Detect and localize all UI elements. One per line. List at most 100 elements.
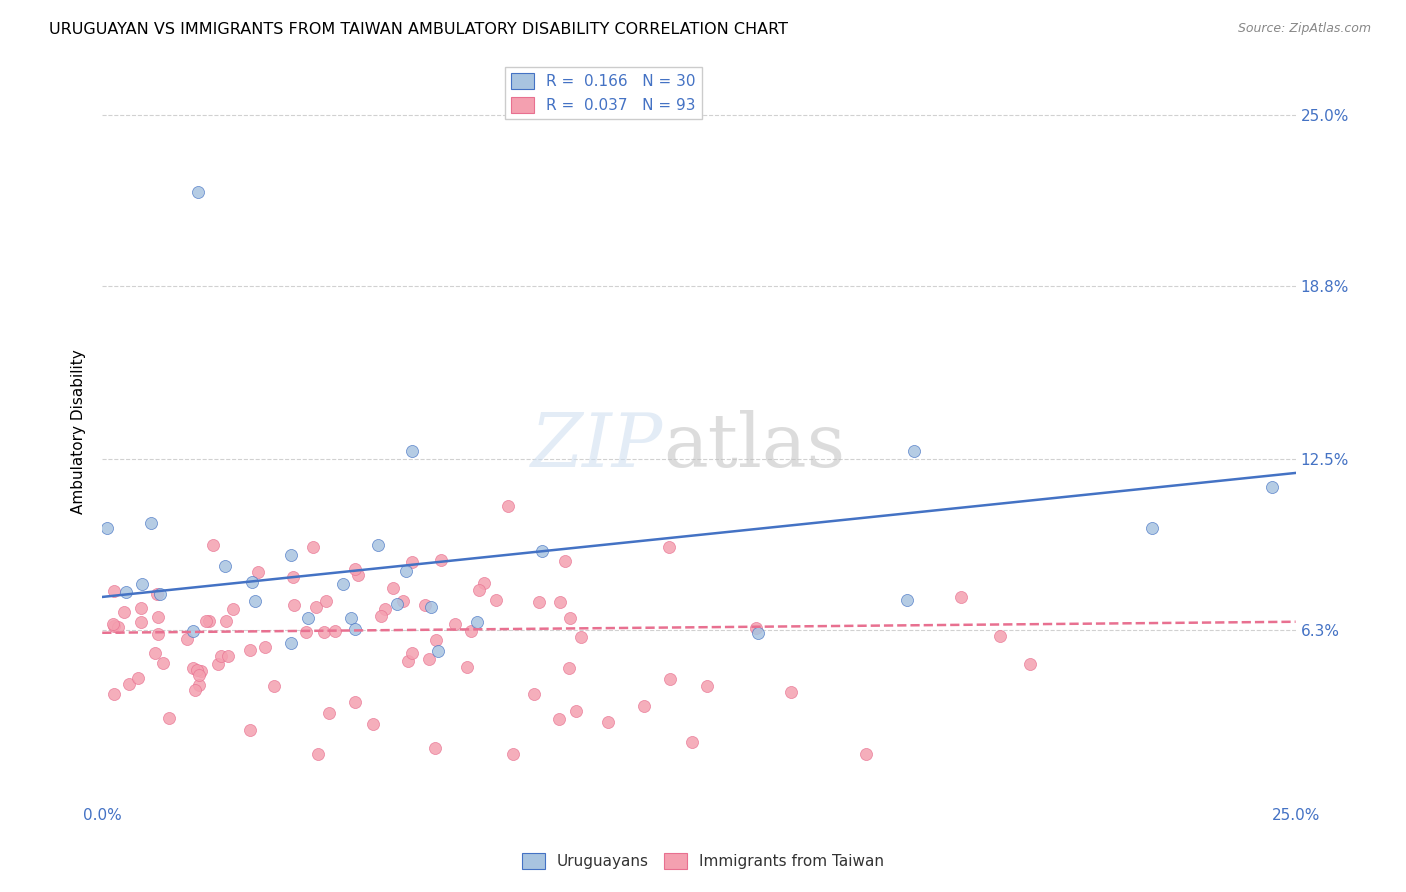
Point — [149, 587, 172, 601]
Point — [305, 600, 328, 615]
Point — [565, 704, 588, 718]
Point — [396, 654, 419, 668]
Point — [115, 584, 138, 599]
Point — [423, 740, 446, 755]
Point — [523, 687, 546, 701]
Point — [696, 679, 718, 693]
Point — [855, 747, 877, 761]
Point — [283, 599, 305, 613]
Point — [343, 622, 366, 636]
Point — [344, 561, 367, 575]
Point — [131, 577, 153, 591]
Text: atlas: atlas — [664, 410, 845, 483]
Point — [143, 647, 166, 661]
Point — [745, 621, 768, 635]
Point — [139, 516, 162, 531]
Point — [294, 625, 316, 640]
Point — [1260, 480, 1282, 494]
Point — [413, 598, 436, 612]
Point — [103, 617, 125, 632]
Point — [323, 624, 346, 638]
Point — [222, 602, 245, 616]
Point — [297, 611, 319, 625]
Point — [467, 615, 489, 629]
Point — [988, 629, 1011, 643]
Point — [472, 575, 495, 590]
Point — [496, 499, 519, 513]
Point — [430, 552, 453, 566]
Point — [347, 567, 370, 582]
Point — [460, 624, 482, 638]
Point — [485, 593, 508, 607]
Point — [103, 687, 125, 701]
Point — [146, 587, 169, 601]
Point — [401, 555, 423, 569]
Point — [903, 443, 925, 458]
Point — [658, 673, 681, 687]
Point — [148, 627, 170, 641]
Point — [950, 590, 973, 604]
Point — [240, 575, 263, 590]
Point — [374, 602, 396, 616]
Point — [468, 583, 491, 598]
Point — [425, 632, 447, 647]
Point — [194, 614, 217, 628]
Point — [1142, 521, 1164, 535]
Point — [747, 626, 769, 640]
Text: Source: ZipAtlas.com: Source: ZipAtlas.com — [1237, 22, 1371, 36]
Point — [254, 640, 277, 654]
Point — [217, 648, 239, 663]
Point — [118, 676, 141, 690]
Point — [280, 636, 302, 650]
Point — [127, 671, 149, 685]
Point — [176, 632, 198, 646]
Point — [183, 661, 205, 675]
Point — [148, 610, 170, 624]
Point — [332, 577, 354, 591]
Point — [315, 594, 337, 608]
Point — [112, 605, 135, 619]
Point — [658, 540, 681, 554]
Point — [129, 601, 152, 615]
Point — [103, 583, 125, 598]
Point — [129, 615, 152, 629]
Point — [215, 615, 238, 629]
Point — [502, 747, 524, 761]
Point — [401, 646, 423, 660]
Point — [1019, 657, 1042, 671]
Point — [190, 664, 212, 678]
Point — [381, 581, 404, 595]
Point — [188, 668, 211, 682]
Point — [420, 600, 443, 615]
Point — [209, 649, 232, 664]
Point — [239, 723, 262, 737]
Point — [418, 652, 440, 666]
Point — [385, 597, 408, 611]
Point — [779, 685, 801, 699]
Point — [896, 593, 918, 607]
Point — [569, 630, 592, 644]
Point — [548, 595, 571, 609]
Point — [186, 663, 208, 677]
Point — [530, 543, 553, 558]
Legend: R =  0.166   N = 30, R =  0.037   N = 93: R = 0.166 N = 30, R = 0.037 N = 93 — [505, 67, 702, 119]
Text: ZIP: ZIP — [531, 410, 664, 483]
Text: URUGUAYAN VS IMMIGRANTS FROM TAIWAN AMBULATORY DISABILITY CORRELATION CHART: URUGUAYAN VS IMMIGRANTS FROM TAIWAN AMBU… — [49, 22, 789, 37]
Point — [152, 656, 174, 670]
Point — [312, 625, 335, 640]
Point — [401, 443, 423, 458]
Point — [558, 661, 581, 675]
Point — [263, 679, 285, 693]
Point — [107, 620, 129, 634]
Point — [239, 642, 262, 657]
Point — [245, 594, 267, 608]
Point — [207, 657, 229, 671]
Point — [198, 614, 221, 628]
Point — [301, 540, 323, 554]
Point — [188, 678, 211, 692]
Point — [201, 538, 224, 552]
Point — [214, 559, 236, 574]
Point — [367, 538, 389, 552]
Point — [318, 706, 340, 721]
Point — [391, 594, 413, 608]
